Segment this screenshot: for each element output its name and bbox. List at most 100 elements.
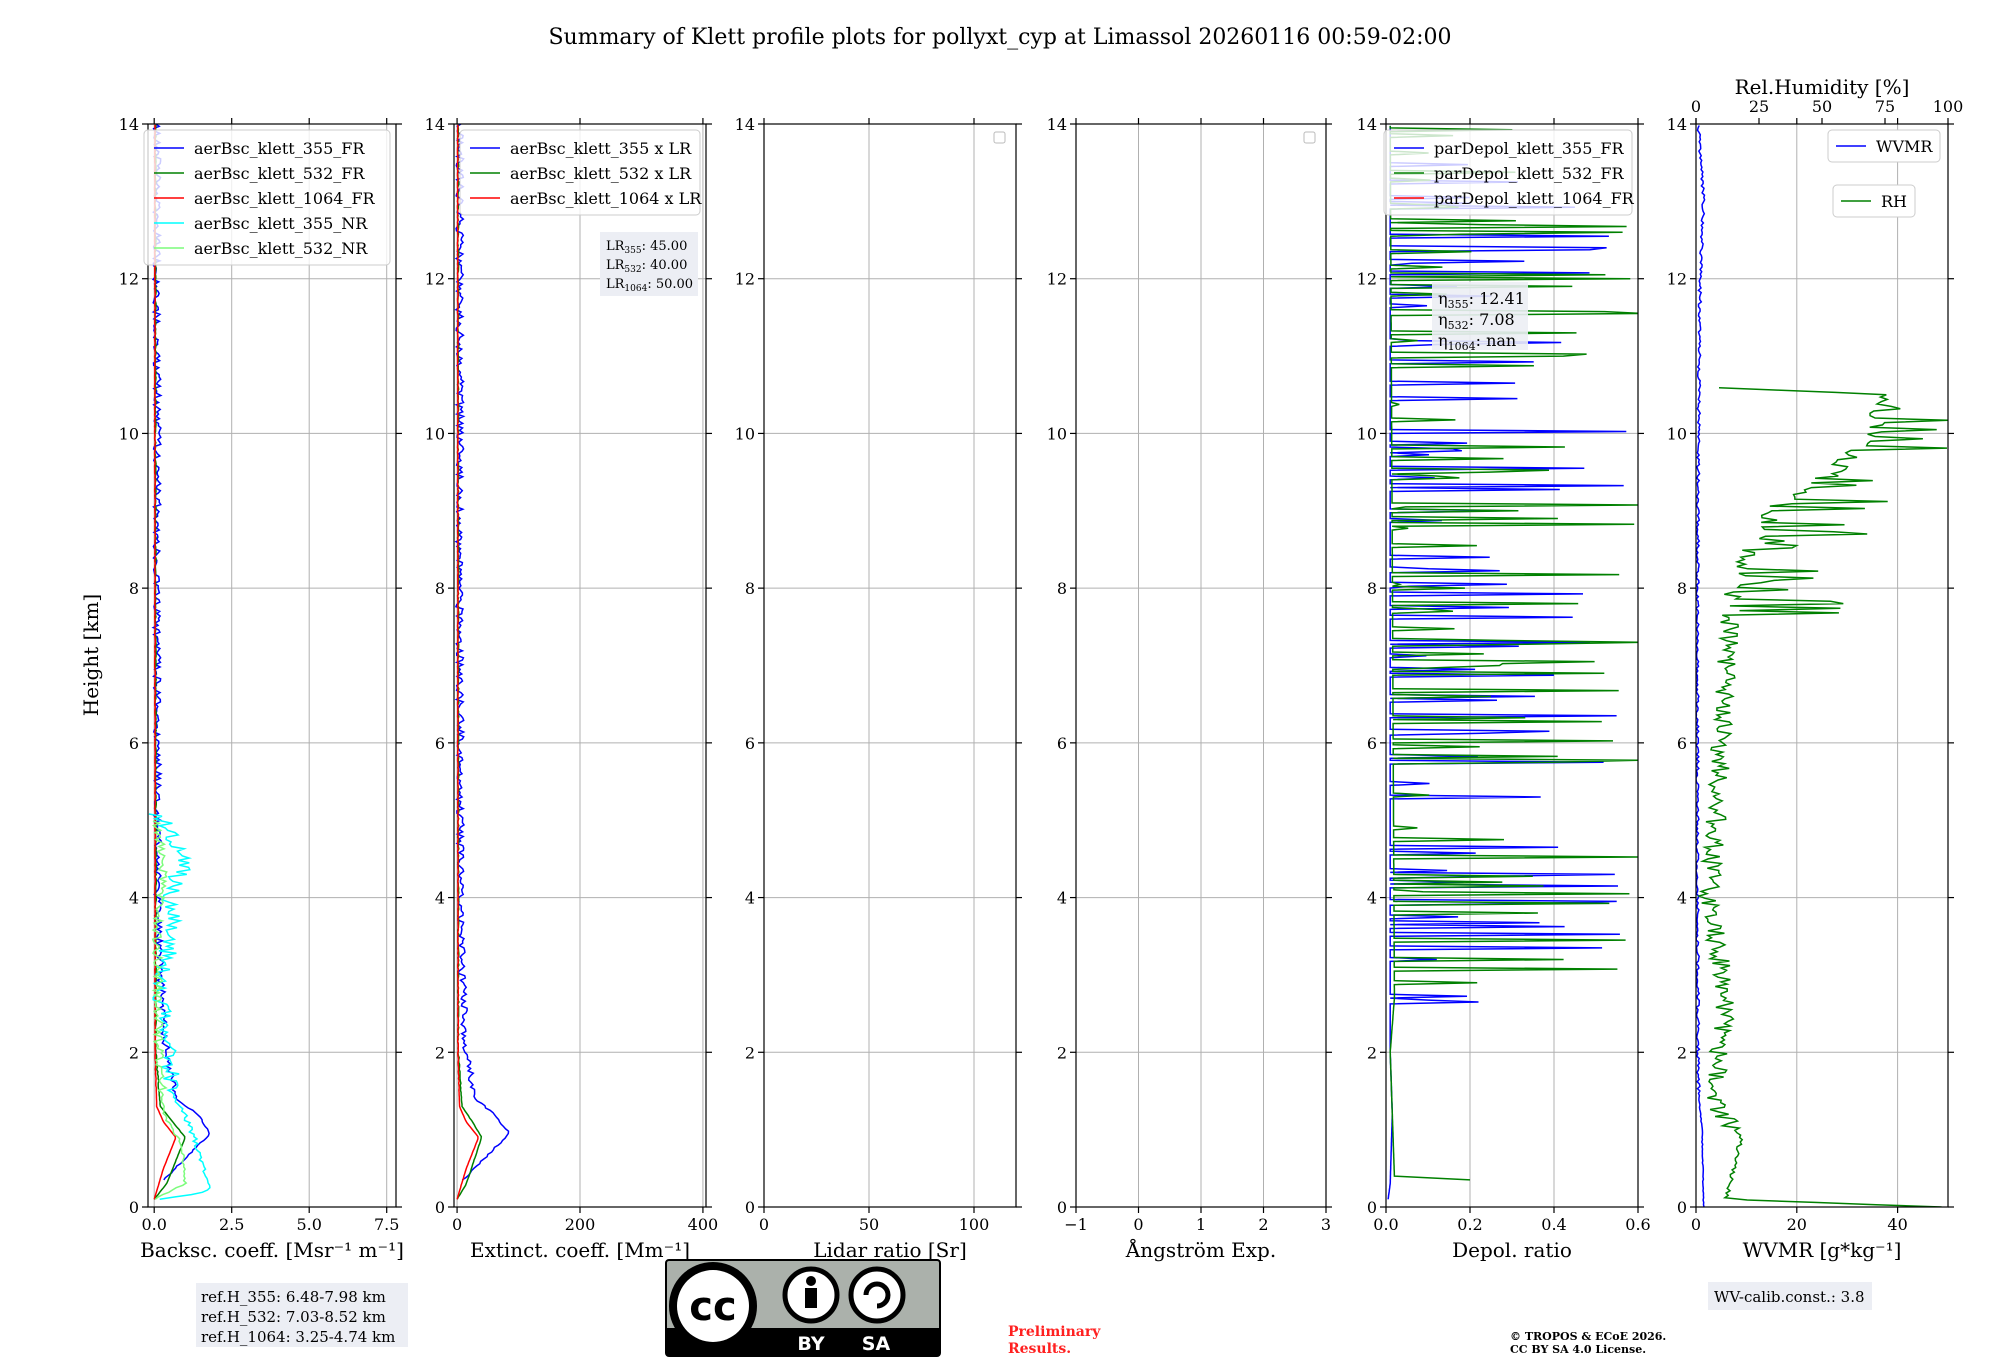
y-tick-label: 10 bbox=[1667, 424, 1687, 443]
eta-value: : 12.41 bbox=[1469, 289, 1525, 308]
series-group bbox=[148, 124, 211, 1201]
legend-label: parDepol_klett_355_FR bbox=[1434, 139, 1625, 158]
y-tick-label: 8 bbox=[129, 579, 139, 598]
series-group bbox=[1696, 125, 1948, 1207]
y-tick-label: 2 bbox=[129, 1043, 139, 1062]
sa-arrow-icon bbox=[863, 1281, 891, 1309]
ref-height-355: ref.H_355: 6.48-7.98 km bbox=[201, 1288, 386, 1306]
x-tick-label: 5.0 bbox=[296, 1215, 321, 1234]
x-tick-label: 0.0 bbox=[1373, 1215, 1398, 1234]
lr-value: : 40.00 bbox=[642, 258, 688, 273]
x-tick-label: 400 bbox=[688, 1215, 719, 1234]
legend-box bbox=[1383, 129, 1633, 216]
y-tick-label: 14 bbox=[1047, 115, 1067, 134]
lr-subscript: 1064 bbox=[624, 284, 647, 294]
y-tick-label: 8 bbox=[745, 579, 755, 598]
series-line-aerBsc_klett_355 x LR bbox=[454, 124, 510, 1181]
y-tick-label: 8 bbox=[1367, 579, 1377, 598]
x-axis-label: Extinct. coeff. [Mm⁻¹] bbox=[470, 1238, 690, 1262]
eta-value: : 7.08 bbox=[1469, 310, 1515, 329]
lr-label: LR355: 45.00 bbox=[606, 239, 687, 256]
legend-box bbox=[143, 129, 391, 266]
x-tick-label: 200 bbox=[565, 1215, 596, 1234]
by-person-body-icon bbox=[805, 1288, 817, 1308]
x-tick-label: 2.5 bbox=[219, 1215, 244, 1234]
x-axis-label: Backsc. coeff. [Msr⁻¹ m⁻¹] bbox=[140, 1238, 404, 1262]
x-tick-label: 0.6 bbox=[1625, 1215, 1650, 1234]
legend-label: aerBsc_klett_1064_FR bbox=[194, 189, 376, 208]
panel-frame bbox=[1385, 123, 1639, 1208]
lr-label: LR532: 40.00 bbox=[606, 258, 687, 275]
x-tick-label: 0 bbox=[1691, 1215, 1701, 1234]
eta-subscript: 532 bbox=[1448, 319, 1469, 332]
preliminary-line-2: Results. bbox=[1008, 1341, 1071, 1357]
eta-subscript: 1064 bbox=[1448, 340, 1476, 353]
empty-legend-box bbox=[1303, 131, 1316, 144]
ref-height-532: ref.H_532: 7.03-8.52 km bbox=[201, 1308, 386, 1326]
empty-legend-box bbox=[993, 131, 1006, 144]
rh-tick-label: 50 bbox=[1812, 97, 1832, 116]
x-tick-label: 50 bbox=[859, 1215, 879, 1234]
y-tick-label: 2 bbox=[745, 1043, 755, 1062]
y-tick-label: 4 bbox=[745, 889, 755, 908]
y-tick-label: 14 bbox=[425, 115, 445, 134]
series-line-RH bbox=[1696, 387, 1948, 1207]
x-tick-label: 20 bbox=[1787, 1215, 1807, 1234]
series-group bbox=[454, 124, 510, 1200]
x-tick-label: 100 bbox=[959, 1215, 990, 1234]
preliminary-line-1: Preliminary bbox=[1008, 1324, 1101, 1340]
y-tick-label: 4 bbox=[1677, 889, 1687, 908]
lr-value: : 50.00 bbox=[647, 277, 693, 292]
panel-1: 0 2 4 6 8 10 12 14 0.0 2.5 5.0 7.5 Backsc. coeff. [M… bbox=[119, 115, 404, 1262]
rh-tick-label: 25 bbox=[1749, 97, 1769, 116]
copyright-line-2: CC BY SA 4.0 License. bbox=[1510, 1343, 1646, 1356]
series-line-aerBsc_klett_532_FR bbox=[153, 124, 186, 1200]
y-tick-label: 10 bbox=[1357, 424, 1377, 443]
legend-label: aerBsc_klett_532_NR bbox=[194, 239, 368, 258]
y-tick-label: 0 bbox=[1677, 1198, 1687, 1217]
y-tick-label: 4 bbox=[435, 889, 445, 908]
x-tick-label: 0.4 bbox=[1541, 1215, 1566, 1234]
reference-heights-box: ref.H_355: 6.48-7.98 km ref.H_532: 7.03-… bbox=[196, 1283, 408, 1347]
y-tick-label: 10 bbox=[119, 424, 139, 443]
y-tick-label: 8 bbox=[435, 579, 445, 598]
figure-title: Summary of Klett profile plots for polly… bbox=[548, 25, 1451, 50]
y-tick-label: 12 bbox=[119, 270, 139, 289]
wv-calib-background bbox=[1708, 1282, 1872, 1310]
series-line-aerBsc_klett_1064 x LR bbox=[456, 124, 479, 1200]
y-tick-label: 2 bbox=[1677, 1043, 1687, 1062]
panel-frame bbox=[1695, 123, 1949, 1208]
copyright-line-1: © TROPOS & ECoE 2026. bbox=[1510, 1330, 1666, 1343]
x-tick-label: 0.2 bbox=[1457, 1215, 1482, 1234]
legend-label: aerBsc_klett_1064 x LR bbox=[510, 189, 702, 208]
legend-label: parDepol_klett_532_FR bbox=[1434, 164, 1625, 183]
cc-license-badge: cc BY SA bbox=[665, 1259, 941, 1357]
lr-subscript: 532 bbox=[624, 265, 641, 275]
eta-subscript: 355 bbox=[1448, 298, 1469, 311]
wv-calib-label: WV-calib.const.: 3.8 bbox=[1714, 1288, 1865, 1306]
y-tick-label: 14 bbox=[119, 115, 139, 134]
y-tick-label: 6 bbox=[1677, 734, 1687, 753]
y-tick-label: 4 bbox=[129, 889, 139, 908]
panel-2: 0 2 4 6 8 10 12 14 0 200 400 Extinct. coeff. [Mm⁻¹]… bbox=[425, 115, 719, 1262]
lr-subscript: 355 bbox=[624, 246, 641, 256]
legend-label: aerBsc_klett_355_FR bbox=[194, 139, 365, 158]
sa-label: SA bbox=[862, 1333, 891, 1355]
y-tick-label: 0 bbox=[745, 1198, 755, 1217]
wv-calib-box: WV-calib.const.: 3.8 bbox=[1708, 1282, 1872, 1310]
x-tick-label: 0 bbox=[1133, 1215, 1143, 1234]
legend-label: aerBsc_klett_355 x LR bbox=[510, 139, 692, 158]
y-tick-label: 14 bbox=[1667, 115, 1687, 134]
legend-box bbox=[1827, 129, 1941, 163]
panel-3: 0 2 4 6 8 10 12 14 0 50 100 Lidar ratio [Sr] bbox=[735, 115, 1022, 1262]
y-tick-label: 10 bbox=[425, 424, 445, 443]
y-tick-label: 2 bbox=[1367, 1043, 1377, 1062]
panel-5: 0 2 4 6 8 10 12 14 0.0 0.2 0.4 0.6 Depol. ratio parDe… bbox=[1357, 115, 1651, 1262]
lr-box bbox=[600, 232, 698, 296]
x-axis-label: Depol. ratio bbox=[1452, 1238, 1572, 1262]
x-tick-label: −1 bbox=[1064, 1215, 1088, 1234]
y-tick-label: 6 bbox=[435, 734, 445, 753]
